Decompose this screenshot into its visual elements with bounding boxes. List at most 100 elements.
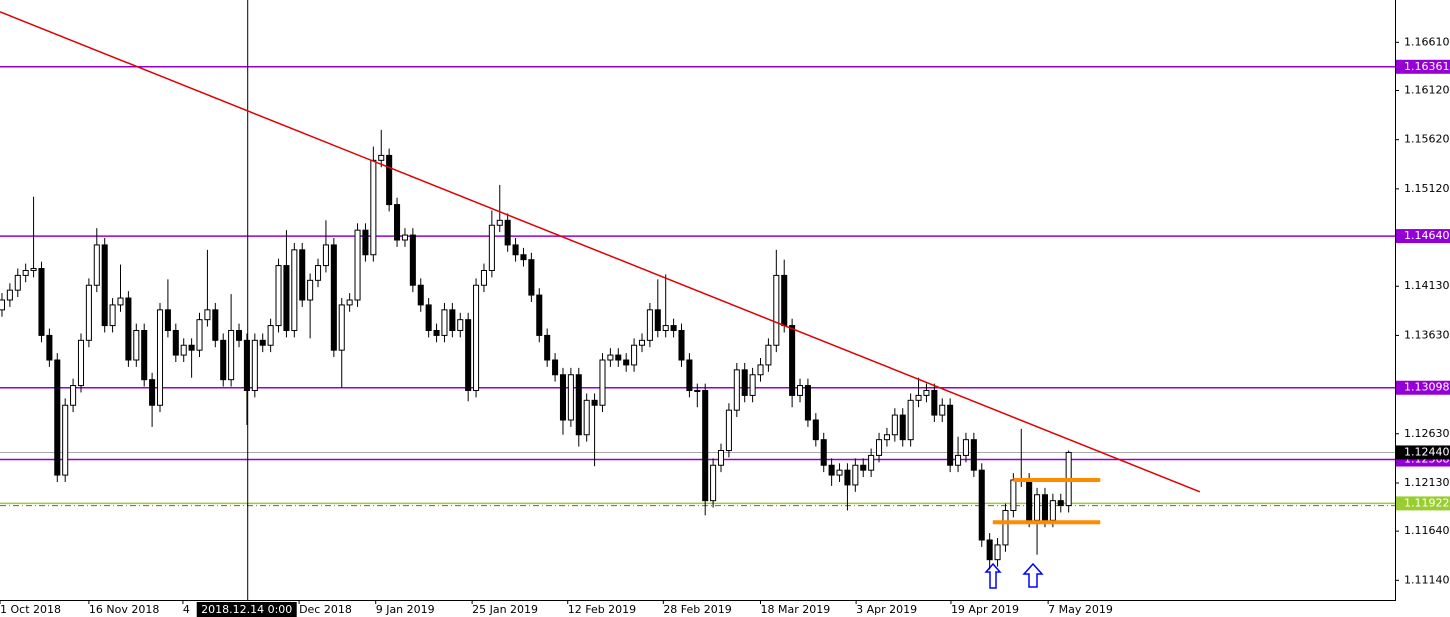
candle-body [330, 244, 337, 351]
candle-body [725, 409, 732, 451]
candle-body [14, 274, 21, 291]
y-tick-label: 1.13630 [1404, 328, 1450, 341]
candle-body [480, 269, 487, 286]
y-tick-label: 1.11140 [1404, 573, 1450, 586]
candle-body [749, 374, 756, 396]
candle-body [544, 334, 551, 361]
candle-body [836, 469, 843, 476]
candle-body [615, 354, 622, 361]
y-tick-label: 1.14130 [1404, 279, 1450, 292]
candle-body [275, 265, 282, 327]
candle-body [267, 325, 274, 346]
candle-body [251, 339, 258, 391]
y-tick-label: 1.15120 [1404, 182, 1450, 195]
level-label: 1.12440 [1404, 445, 1450, 458]
candle-body [370, 159, 377, 256]
level-label-box [1396, 445, 1450, 460]
candle-body [425, 304, 432, 331]
candle-body [1049, 500, 1056, 521]
candle-body [804, 385, 811, 421]
candle-body [662, 325, 669, 331]
candle-body [188, 344, 195, 351]
candle-body [868, 454, 875, 471]
candle-body [1026, 479, 1033, 521]
candle-body [204, 309, 211, 321]
candle-body [30, 268, 37, 271]
candle-body [773, 274, 780, 346]
candle-body [6, 289, 13, 301]
x-tick-label: 16 Nov 2018 [89, 603, 159, 616]
x-tick-label: Dec 2018 [299, 603, 352, 616]
x-tick-label: 4 [183, 603, 190, 616]
candle-body [741, 369, 748, 396]
candle-body [575, 374, 582, 436]
candle-body [986, 539, 993, 561]
candle-body [717, 449, 725, 466]
candle-body [291, 249, 298, 331]
candle-body [46, 334, 53, 361]
candle-body [844, 469, 851, 486]
y-tick-label: 1.16610 [1404, 35, 1450, 48]
candle-body [496, 219, 503, 226]
candle-body [947, 404, 954, 466]
candle-body [243, 339, 250, 391]
candle-body [378, 154, 385, 161]
candle-body [757, 364, 764, 376]
candle-body [512, 244, 519, 256]
candle-body [299, 249, 306, 301]
candle-body [710, 464, 717, 502]
candle-body [220, 339, 227, 381]
candle-body [38, 268, 45, 336]
candle-body [307, 279, 314, 301]
candle-body [1010, 479, 1017, 511]
candle-body [796, 385, 804, 396]
candle-body [465, 319, 472, 391]
candle-body [401, 234, 408, 241]
candle-body [417, 284, 424, 306]
candle-body [883, 434, 890, 441]
arrow [984, 562, 1002, 589]
candle-body [77, 339, 85, 387]
candle-body [156, 309, 164, 406]
candle-body [457, 319, 464, 331]
candle-body [1041, 494, 1048, 521]
candle-body [62, 404, 69, 476]
crosshair-label-box [196, 602, 297, 617]
candle-body [994, 544, 1001, 561]
x-tick-label: 3 Apr 2019 [856, 603, 917, 616]
candle-body [820, 439, 827, 466]
candle-body [583, 399, 590, 436]
candle-body [638, 339, 646, 346]
candle-body [789, 325, 796, 396]
candle-body [488, 224, 495, 271]
candle-body [915, 394, 922, 401]
candle-body [346, 299, 353, 306]
candle-body [386, 154, 393, 206]
candle-body [733, 369, 740, 411]
candle-body [670, 325, 677, 331]
candle-body [141, 329, 148, 381]
y-tick-label: 1.12630 [1404, 427, 1450, 440]
candle-body [172, 329, 179, 356]
candle-body [978, 469, 985, 541]
candle-body [520, 254, 527, 261]
level-label: 1.14640 [1404, 229, 1450, 242]
candle-body [117, 297, 124, 306]
candle-body [149, 379, 156, 406]
candle-body [765, 344, 772, 366]
arrow [1022, 562, 1044, 588]
candle-body [828, 464, 835, 476]
candle-body [812, 419, 819, 441]
candle-body [322, 244, 329, 267]
candle-body [852, 464, 859, 486]
candle-body [196, 319, 203, 351]
trendline [0, 11, 1201, 493]
candle-body [433, 329, 440, 336]
candle-body [164, 309, 171, 331]
level-label: 1.13098 [1404, 381, 1450, 394]
candle-body [970, 439, 977, 471]
x-tick-label: 1 Oct 2018 [0, 603, 61, 616]
candle-body [109, 304, 116, 327]
